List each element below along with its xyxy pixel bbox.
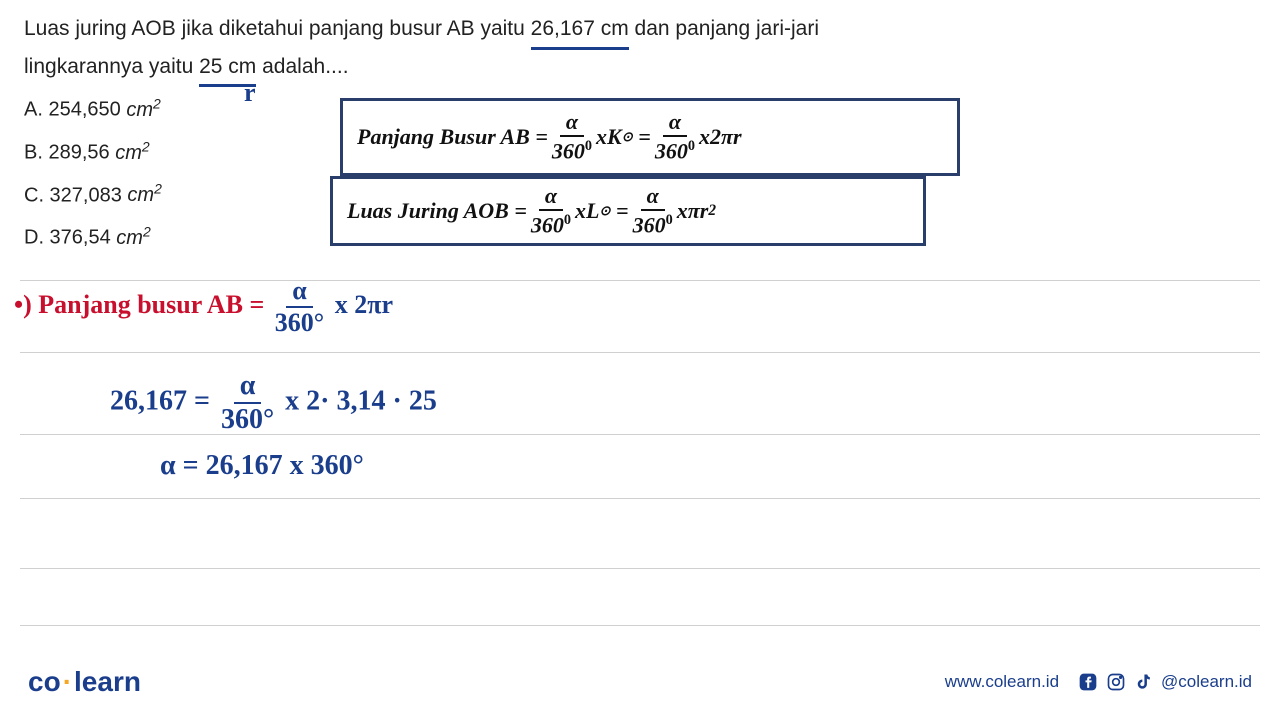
formula-sector-area: Luas Juring AOB = α 3600 x L⊙ = α 3600 x… <box>330 176 926 246</box>
q-line1-pre: Luas juring AOB jika diketahui panjang b… <box>24 17 531 40</box>
formula-arc-length: Panjang Busur AB = α 3600 x K⊙ = α 3600 … <box>340 98 960 176</box>
social-handle: @colearn.id <box>1161 672 1252 692</box>
q-underlined-value-1: 26,167 cm <box>531 12 629 50</box>
instagram-icon <box>1105 671 1127 693</box>
facebook-icon <box>1077 671 1099 693</box>
tiktok-icon <box>1133 671 1155 693</box>
r-annotation: r <box>244 78 256 108</box>
brand-logo: co·learn <box>28 666 141 698</box>
q-line2-post: adalah.... <box>256 55 348 78</box>
question-text: Luas juring AOB jika diketahui panjang b… <box>24 12 1256 87</box>
ruled-line <box>20 434 1260 435</box>
footer-url: www.colearn.id <box>945 672 1059 692</box>
handwriting-step-1: •) Panjang busur AB = α 360° x 2πr <box>14 278 393 336</box>
ruled-line <box>20 625 1260 626</box>
social-icons: @colearn.id <box>1077 671 1252 693</box>
handwriting-step-2: 26,167 = α 360° x 2· 3,14 · 25 <box>110 372 437 434</box>
ruled-line <box>20 498 1260 499</box>
handwriting-step-3: α = 26,167 x 360° <box>160 450 364 482</box>
q-line2-pre: lingkarannya yaitu <box>24 55 199 78</box>
footer: co·learn www.colearn.id @colearn.id <box>0 662 1280 702</box>
q-line1-post: dan panjang jari-jari <box>629 17 819 40</box>
ruled-line <box>20 568 1260 569</box>
ruled-line <box>20 352 1260 353</box>
